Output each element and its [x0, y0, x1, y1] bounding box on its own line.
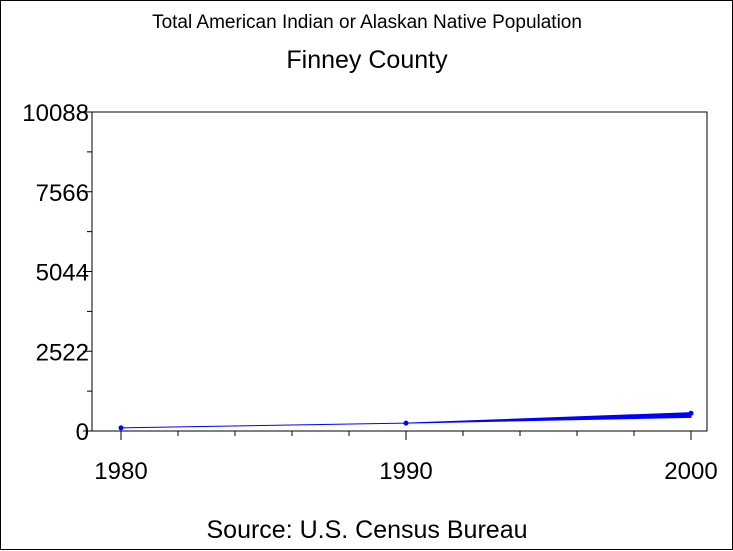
chart-title: Total American Indian or Alaskan Native …	[152, 12, 582, 33]
x-tick-label: 1980	[94, 458, 147, 485]
y-axis: 0 2522 5044 7566 10088	[22, 100, 92, 446]
y-tick-label: 0	[76, 419, 89, 446]
plot-area	[91, 111, 708, 432]
data-point	[403, 420, 409, 426]
source-note: Source: U.S. Census Bureau	[207, 516, 528, 544]
series-line	[120, 422, 407, 429]
y-tick-label: 7566	[36, 180, 89, 207]
x-tick-label: 1990	[379, 458, 432, 485]
y-tick-label: 10088	[22, 100, 89, 127]
series-layer	[118, 410, 694, 431]
x-tick-label: 2000	[664, 458, 717, 485]
x-axis: 1980 1990 2000	[94, 431, 718, 485]
y-tick-label: 2522	[36, 339, 89, 366]
data-point	[118, 425, 124, 431]
data-point	[688, 410, 694, 416]
series-band	[405, 412, 692, 424]
chart-subtitle: Finney County	[286, 46, 448, 74]
y-tick-label: 5044	[36, 260, 89, 287]
